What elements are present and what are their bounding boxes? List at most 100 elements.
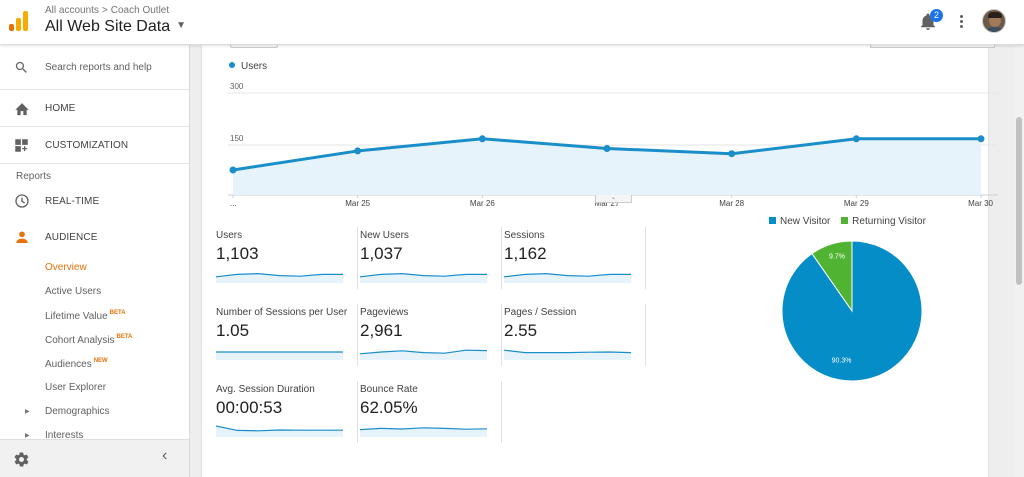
sidebar-item-realtime[interactable]: REAL-TIME	[0, 183, 189, 219]
search-reports[interactable]: Search reports and help	[0, 45, 189, 90]
sidebar-item-audience[interactable]: AUDIENCE	[0, 219, 189, 255]
metric-name: Bounce Rate	[360, 384, 418, 395]
scrollbar-thumb[interactable]	[1016, 117, 1022, 285]
x-tick-label: ...	[230, 199, 237, 207]
sparkline-line	[504, 349, 632, 354]
metric-sparkline	[360, 427, 488, 437]
metric-bounce-rate[interactable]: Bounce Rate 62.05%	[360, 381, 502, 443]
metric-value: 2,961	[360, 321, 403, 340]
pie-legend: New Visitor Returning Visitor	[769, 216, 934, 227]
metric-users[interactable]: Users 1,103	[216, 227, 358, 289]
sparkline-area	[216, 273, 343, 283]
metric-sparkline	[360, 272, 487, 283]
expand-triangle-icon: ▶	[25, 409, 30, 415]
line-chart-legend: Users	[229, 61, 267, 72]
metric-name: Pageviews	[360, 307, 409, 318]
sidebar-item-label: HOME	[45, 103, 76, 114]
x-tick-label: Mar 25	[345, 199, 370, 207]
beta-badge: BETA	[109, 310, 126, 316]
sparkline-area	[360, 273, 487, 283]
data-point	[728, 150, 736, 158]
x-tick-label: Mar 29	[844, 199, 869, 207]
sparkline-line	[360, 427, 488, 431]
collapse-sidebar-chevron-icon[interactable]: ‹	[162, 447, 168, 464]
metric-pageviews[interactable]: Pageviews 2,961	[360, 304, 502, 366]
breadcrumb[interactable]: All accounts > Coach Outlet	[45, 5, 169, 16]
analytics-logo-icon[interactable]	[9, 11, 29, 31]
metric-name: New Users	[360, 230, 409, 241]
legend-label: Returning Visitor	[852, 216, 926, 227]
data-point	[478, 135, 486, 143]
sparkline-line	[216, 425, 343, 432]
pie-data-label: 9.7%	[829, 253, 845, 260]
chart-type-toggle[interactable]	[870, 43, 995, 48]
date-control-stub[interactable]	[230, 43, 278, 48]
sidebar-item-lifetime-value[interactable]: Lifetime Value BETA	[45, 310, 126, 322]
metric-avg-session-duration[interactable]: Avg. Session Duration 00:00:53	[216, 381, 358, 443]
legend-swatch	[841, 217, 849, 224]
metric-sparkline	[504, 272, 631, 283]
sidebar-item-active-users[interactable]: Active Users	[45, 286, 101, 297]
sidebar-item-home[interactable]: HOME	[0, 90, 189, 127]
y-tick-label: 150	[230, 134, 244, 143]
metric-sparkline	[216, 351, 343, 360]
sidebar-item-cohort-analysis[interactable]: Cohort Analysis BETA	[45, 334, 132, 346]
metric-name: Number of Sessions per User	[216, 307, 348, 318]
sidebar-item-label: Audiences	[45, 359, 92, 370]
sidebar-item-label: Overview	[45, 262, 87, 273]
sidebar-item-label: Active Users	[45, 286, 102, 297]
breadcrumb-accounts[interactable]: All accounts	[45, 5, 99, 16]
sidebar-item-label: Interests	[45, 430, 84, 441]
y-tick-label: 300	[230, 82, 244, 91]
sparkline-area	[216, 352, 343, 360]
sidebar-item-label: Cohort Analysis	[45, 335, 115, 346]
sparkline-area	[360, 427, 487, 437]
chart-resize-handle[interactable]: ⌄	[595, 195, 632, 203]
legend-label: New Visitor	[780, 216, 831, 227]
more-vert-icon[interactable]	[958, 13, 964, 31]
sidebar-item-user-explorer[interactable]: User Explorer	[45, 382, 106, 393]
metric-value: 1,162	[504, 244, 547, 263]
gear-icon[interactable]	[13, 451, 30, 468]
x-tick-label: Mar 30	[968, 199, 993, 207]
person-icon	[16, 231, 28, 243]
metric-number-of-sessions-per-user[interactable]: Number of Sessions per User 1.05	[216, 304, 358, 366]
dashboard-add-icon	[15, 139, 28, 152]
property-selector[interactable]: All Web Site Data ▼	[45, 18, 186, 36]
metric-new-users[interactable]: New Users 1,037	[360, 227, 502, 289]
sidebar-item-label: Lifetime Value	[45, 311, 108, 322]
breadcrumb-account[interactable]: Coach Outlet	[110, 5, 170, 16]
sidebar-item-audiences[interactable]: Audiences NEW	[45, 358, 108, 370]
sparkline-line	[216, 272, 343, 278]
sidebar-item-overview[interactable]: Overview	[45, 262, 87, 273]
metric-value: 1.05	[216, 321, 250, 340]
clock-icon	[15, 194, 29, 208]
home-icon	[15, 103, 29, 116]
sparkline-area	[360, 350, 487, 360]
metric-sessions[interactable]: Sessions 1,162	[504, 227, 646, 289]
sidebar-item-demographics[interactable]: ▶ Demographics	[25, 406, 109, 417]
sparkline-area	[216, 426, 343, 437]
metric-pages-session[interactable]: Pages / Session 2.55	[504, 304, 646, 366]
metric-sparkline	[216, 272, 343, 283]
main-content: Users 300 150... Mar 25 Mar 26 Mar 27 Mar 28 M…	[190, 43, 1024, 477]
sidebar-item-label: CUSTOMIZATION	[45, 140, 129, 151]
sidebar-item-label: REAL-TIME	[45, 196, 100, 207]
pie-slice-new-visitor[interactable]	[781, 240, 923, 382]
avatar[interactable]	[982, 9, 1006, 33]
breadcrumb-separator: >	[101, 5, 108, 16]
legend-swatch	[229, 62, 235, 68]
beta-badge: BETA	[116, 334, 133, 340]
legend-item-returning-visitor[interactable]: Returning Visitor	[841, 216, 926, 227]
search-placeholder[interactable]: Search reports and help	[45, 62, 152, 73]
caret-down-icon: ▼	[176, 20, 186, 31]
legend-swatch	[769, 217, 776, 224]
data-point	[977, 135, 985, 143]
legend-item-new-visitor[interactable]: New Visitor	[769, 216, 830, 227]
reports-section-label: Reports	[16, 171, 52, 182]
sparkline-area	[504, 273, 631, 283]
sidebar-item-customization[interactable]: CUSTOMIZATION	[0, 127, 189, 164]
metric-value: 62.05%	[360, 398, 418, 417]
overview-card: Users 300 150... Mar 25 Mar 26 Mar 27 Mar 28 M…	[202, 43, 998, 477]
sidebar-item-interests[interactable]: ▶ Interests	[25, 430, 84, 441]
